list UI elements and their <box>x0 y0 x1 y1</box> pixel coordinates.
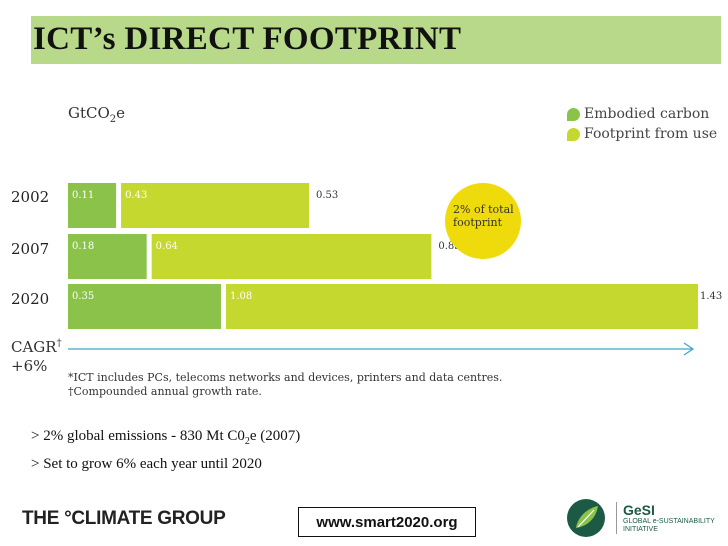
leaf-icon <box>567 107 580 121</box>
bar-embodied-2002 <box>68 183 117 228</box>
climate-group-logo: THE °CLIMATE GROUP <box>22 508 226 529</box>
callout-bubble: 2% of total footprint <box>445 183 521 259</box>
bar-label-use-2007: 0.64 <box>156 241 178 252</box>
bar-label-embodied-2020: 0.35 <box>72 291 94 302</box>
leaf-icon <box>567 127 580 141</box>
cagr-value: +6% <box>11 357 48 375</box>
gesi-text: GeSI GLOBAL e-SUSTAINABILITY INITIATIVE <box>616 502 728 534</box>
bar-label-use-2020: 1.08 <box>230 291 252 302</box>
year-label-2007: 2007 <box>11 240 50 258</box>
gesi-name: GeSI <box>623 502 655 518</box>
bar-use-2002 <box>121 183 310 228</box>
bar-use-2020 <box>225 284 698 329</box>
year-label-2020: 2020 <box>11 290 50 308</box>
footnote-cagr: †Compounded annual growth rate. <box>68 385 262 398</box>
page-title: ICT’s DIRECT FOOTPRINT <box>33 21 462 57</box>
cagr-label: CAGR† +6% <box>11 338 62 375</box>
year-label-2002: 2002 <box>11 188 50 206</box>
legend-use: Footprint from use <box>567 124 717 144</box>
gesi-leaf-icon <box>567 499 605 537</box>
bar-embodied-2020 <box>68 284 221 329</box>
cagr-arrow-head <box>683 342 695 356</box>
gesi-subtitle: GLOBAL e-SUSTAINABILITY INITIATIVE <box>623 518 715 533</box>
bar-label-embodied-2007: 0.18 <box>72 241 94 252</box>
bar-embodied-2007 <box>68 234 147 279</box>
bullet-growth: > Set to grow 6% each year until 2020 <box>31 456 262 472</box>
url-link[interactable]: www.smart2020.org <box>298 507 476 537</box>
bullet-emissions: > 2% global emissions - 830 Mt C02e (200… <box>31 428 301 447</box>
legend-embodied: Embodied carbon <box>567 104 717 124</box>
callout-text: 2% of total footprint <box>453 203 514 229</box>
legend-label-use: Footprint from use <box>584 126 718 142</box>
bar-use-2007 <box>151 234 432 279</box>
legend: Embodied carbon Footprint from use <box>567 104 717 144</box>
bar-label-embodied-2002: 0.11 <box>72 190 94 201</box>
total-label-2020: 1.43 <box>700 291 722 302</box>
gesi-logo: GeSI GLOBAL e-SUSTAINABILITY INITIATIVE <box>566 498 728 538</box>
unit-label: GtCO2e <box>68 104 126 125</box>
total-label-2002: 0.53 <box>316 190 338 201</box>
bar-label-use-2002: 0.43 <box>125 190 147 201</box>
footnote-ict: *ICT includes PCs, telecoms networks and… <box>68 371 503 384</box>
legend-label-embodied: Embodied carbon <box>584 106 710 122</box>
title-bar <box>31 16 721 64</box>
total-label-2007: 0.83 <box>438 241 460 252</box>
